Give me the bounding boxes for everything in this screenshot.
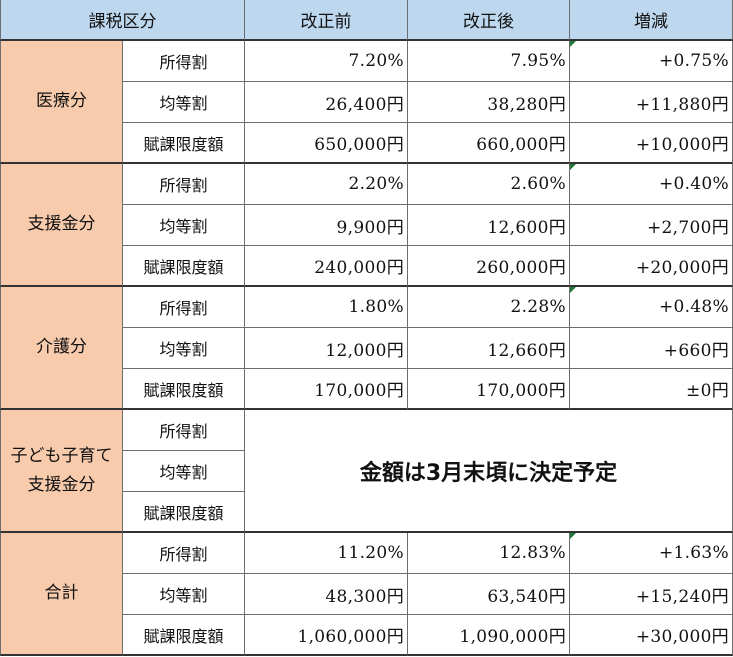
value-before: 170,000円 [245, 369, 408, 410]
value-after: 38,280円 [408, 82, 570, 123]
value-change: +10,000円 [570, 123, 733, 164]
pending-note: 金額は3月末頃に決定予定 [245, 410, 733, 533]
header-after: 改正後 [408, 0, 570, 41]
value-before: 650,000円 [245, 123, 408, 164]
value-change: +20,000円 [570, 246, 733, 287]
row-label: 所得割 [123, 41, 245, 82]
value-change: +15,240円 [570, 574, 733, 615]
row-label: 均等割 [123, 328, 245, 369]
row-label: 所得割 [123, 287, 245, 328]
value-after: 260,000円 [408, 246, 570, 287]
value-change: +0.48% [570, 287, 733, 328]
value-change: +660円 [570, 328, 733, 369]
value-after: 63,540円 [408, 574, 570, 615]
value-change: +30,000円 [570, 615, 733, 656]
row-label: 均等割 [123, 451, 245, 492]
header-category: 課税区分 [0, 0, 245, 41]
header-change: 増減 [570, 0, 733, 41]
value-after: 660,000円 [408, 123, 570, 164]
group-care: 介護分 [0, 287, 123, 410]
value-change: ±0円 [570, 369, 733, 410]
group-total: 合計 [0, 533, 123, 656]
value-before: 1.80% [245, 287, 408, 328]
value-before: 26,400円 [245, 82, 408, 123]
value-after: 1,090,000円 [408, 615, 570, 656]
value-change: +2,700円 [570, 205, 733, 246]
value-after: 7.95% [408, 41, 570, 82]
row-label: 所得割 [123, 164, 245, 205]
row-label: 賦課限度額 [123, 123, 245, 164]
value-before: 48,300円 [245, 574, 408, 615]
row-label: 賦課限度額 [123, 492, 245, 533]
group-medical: 医療分 [0, 41, 123, 164]
row-label: 所得割 [123, 410, 245, 451]
group-support: 支援金分 [0, 164, 123, 287]
value-before: 240,000円 [245, 246, 408, 287]
row-label: 所得割 [123, 533, 245, 574]
value-after: 12,660円 [408, 328, 570, 369]
value-after: 2.28% [408, 287, 570, 328]
value-change: +1.63% [570, 533, 733, 574]
value-before: 9,900円 [245, 205, 408, 246]
row-label: 均等割 [123, 574, 245, 615]
row-label: 賦課限度額 [123, 369, 245, 410]
row-label: 均等割 [123, 205, 245, 246]
group-child-support: 子ども子育て支援金分 [0, 410, 123, 533]
value-after: 12.83% [408, 533, 570, 574]
value-before: 12,000円 [245, 328, 408, 369]
header-before: 改正前 [245, 0, 408, 41]
value-change: +0.75% [570, 41, 733, 82]
value-before: 11.20% [245, 533, 408, 574]
value-before: 1,060,000円 [245, 615, 408, 656]
value-change: +11,880円 [570, 82, 733, 123]
row-label: 賦課限度額 [123, 246, 245, 287]
row-label: 賦課限度額 [123, 615, 245, 656]
value-after: 12,600円 [408, 205, 570, 246]
value-after: 170,000円 [408, 369, 570, 410]
value-before: 7.20% [245, 41, 408, 82]
value-change: +0.40% [570, 164, 733, 205]
value-after: 2.60% [408, 164, 570, 205]
row-label: 均等割 [123, 82, 245, 123]
value-before: 2.20% [245, 164, 408, 205]
